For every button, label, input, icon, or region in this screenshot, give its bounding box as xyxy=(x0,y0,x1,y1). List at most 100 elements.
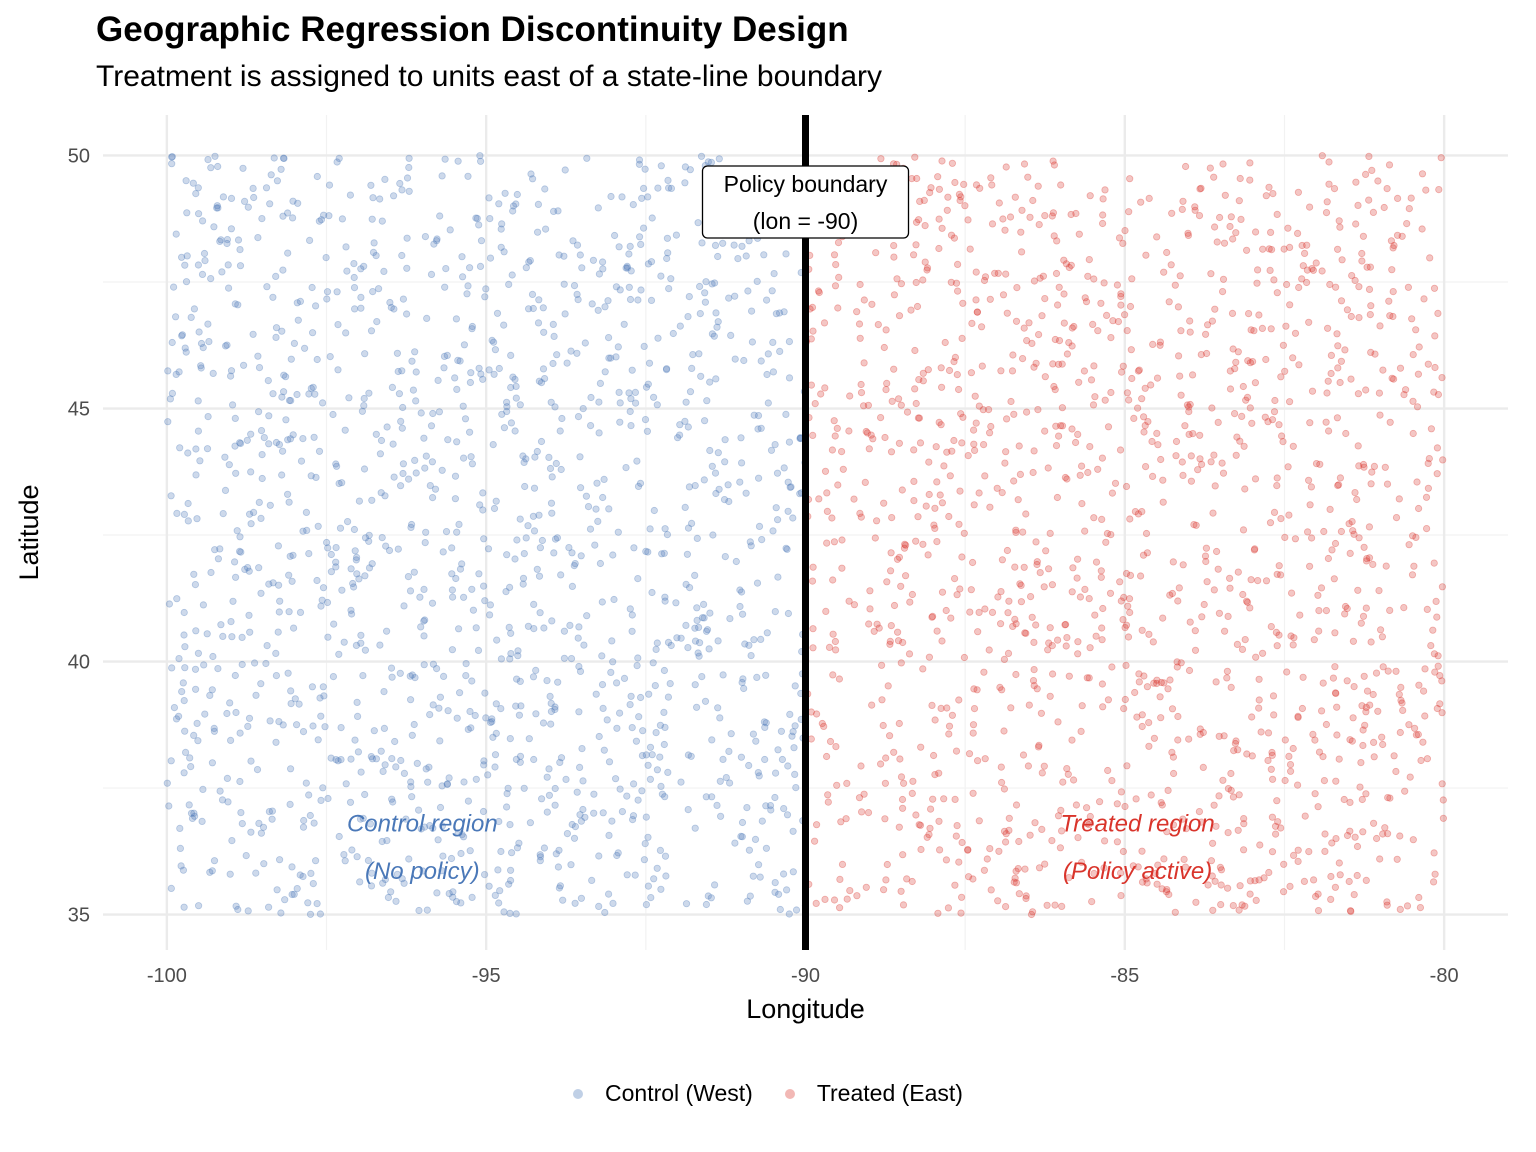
treated-point xyxy=(1180,855,1188,864)
control-point xyxy=(274,542,282,550)
treated-point xyxy=(1438,677,1446,685)
control-point xyxy=(458,273,467,281)
treated-point xyxy=(925,458,933,466)
control-point xyxy=(626,242,634,250)
control-point xyxy=(688,364,696,372)
scatter-plot: Policy boundary (lon = -90) Control regi… xyxy=(14,115,1508,1024)
treated-point xyxy=(1219,776,1227,784)
treated-point xyxy=(871,534,879,542)
control-point xyxy=(346,191,354,199)
treated-point xyxy=(1032,621,1040,629)
treated-point xyxy=(1121,802,1129,811)
control-point xyxy=(534,200,543,208)
control-point xyxy=(780,464,788,472)
control-point xyxy=(357,631,365,639)
treated-point xyxy=(1416,903,1425,912)
control-point xyxy=(503,403,511,411)
control-point xyxy=(570,561,578,570)
treated-point xyxy=(1135,366,1143,374)
treated-point xyxy=(1087,376,1096,384)
treated-point xyxy=(1138,395,1146,403)
treated-point xyxy=(973,308,981,316)
treated-point xyxy=(1208,317,1217,325)
treated-point xyxy=(1113,838,1122,846)
control-point xyxy=(712,489,720,498)
treated-point xyxy=(1403,220,1411,228)
treated-point xyxy=(1197,350,1205,359)
treated-point xyxy=(1168,748,1176,757)
control-point xyxy=(497,847,505,856)
control-point xyxy=(489,338,498,346)
x-tick-label: -90 xyxy=(791,965,820,987)
control-point xyxy=(436,737,444,745)
control-point xyxy=(217,621,225,629)
control-point xyxy=(757,424,765,432)
control-point xyxy=(308,329,317,337)
treated-point xyxy=(912,811,920,819)
treated-point xyxy=(1390,241,1398,250)
control-point xyxy=(684,751,693,759)
control-point xyxy=(398,875,406,883)
treated-point xyxy=(861,478,869,486)
control-point xyxy=(453,714,461,722)
control-point xyxy=(355,497,363,505)
control-point xyxy=(664,176,672,184)
treated-point xyxy=(1134,367,1143,375)
treated-point xyxy=(1038,769,1046,777)
control-point xyxy=(276,597,284,605)
control-point xyxy=(710,332,718,340)
control-point xyxy=(536,857,544,865)
treated-point xyxy=(1233,640,1242,649)
treated-point xyxy=(1199,728,1207,737)
treated-point xyxy=(809,644,817,652)
treated-region-label: Treated region xyxy=(1060,810,1214,837)
treated-point xyxy=(1262,577,1271,585)
control-point xyxy=(258,474,266,483)
treated-point xyxy=(1023,336,1031,345)
treated-point xyxy=(935,185,944,193)
treated-point xyxy=(1203,349,1211,358)
treated-point xyxy=(1153,679,1161,688)
control-point xyxy=(197,364,205,372)
control-point xyxy=(645,690,653,698)
control-point xyxy=(172,230,180,238)
control-point xyxy=(613,724,621,732)
control-point xyxy=(520,458,528,466)
control-point xyxy=(488,717,496,726)
treated-point xyxy=(943,704,951,712)
control-point xyxy=(489,733,497,741)
control-point xyxy=(769,527,777,535)
control-point xyxy=(299,434,307,443)
treated-point xyxy=(1190,520,1198,529)
control-point xyxy=(254,234,262,242)
treated-point xyxy=(957,193,965,201)
treated-point xyxy=(1299,673,1307,681)
treated-point xyxy=(1025,701,1033,709)
control-point xyxy=(626,407,634,416)
treated-point xyxy=(880,499,888,507)
treated-point xyxy=(967,586,975,594)
control-point xyxy=(662,365,671,373)
control-point xyxy=(654,184,662,192)
treated-point xyxy=(946,472,954,480)
control-point xyxy=(573,349,581,357)
control-point xyxy=(748,338,757,346)
chart-subtitle: Treatment is assigned to units east of a… xyxy=(96,60,882,93)
control-point xyxy=(458,253,466,261)
control-point xyxy=(568,582,577,591)
control-point xyxy=(547,720,555,728)
treated-point xyxy=(1031,819,1039,827)
control-point xyxy=(742,489,750,497)
control-point xyxy=(536,544,545,552)
control-point xyxy=(706,609,714,617)
control-point xyxy=(415,906,423,915)
control-point xyxy=(545,453,553,461)
treated-point xyxy=(1355,313,1363,322)
control-point xyxy=(434,376,442,384)
treated-point xyxy=(1054,301,1062,309)
control-point xyxy=(279,212,287,220)
treated-point xyxy=(1314,803,1322,811)
treated-point xyxy=(926,805,935,813)
control-point xyxy=(519,574,528,582)
control-point xyxy=(507,649,515,658)
